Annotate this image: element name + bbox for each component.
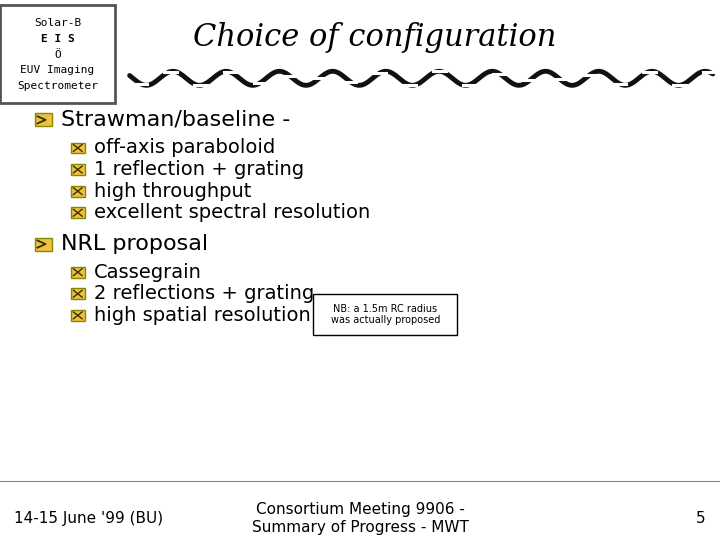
Text: Spectrometer: Spectrometer xyxy=(17,81,98,91)
FancyBboxPatch shape xyxy=(71,288,85,299)
Text: high spatial resolution: high spatial resolution xyxy=(94,306,311,325)
FancyBboxPatch shape xyxy=(71,310,85,321)
Text: NB: a 1.5m RC radius
was actually proposed: NB: a 1.5m RC radius was actually propos… xyxy=(330,303,440,325)
Text: Solar-B: Solar-B xyxy=(34,18,81,29)
FancyBboxPatch shape xyxy=(71,143,85,153)
FancyBboxPatch shape xyxy=(71,267,85,278)
Text: excellent spectral resolution: excellent spectral resolution xyxy=(94,203,371,222)
Text: Strawman/baseline -: Strawman/baseline - xyxy=(61,110,291,130)
FancyBboxPatch shape xyxy=(313,294,457,335)
Text: 14-15 June '99 (BU): 14-15 June '99 (BU) xyxy=(14,511,163,526)
FancyBboxPatch shape xyxy=(71,164,85,175)
Text: high throughput: high throughput xyxy=(94,181,252,201)
FancyBboxPatch shape xyxy=(35,238,52,251)
Text: Choice of configuration: Choice of configuration xyxy=(193,22,556,53)
Text: Cassegrain: Cassegrain xyxy=(94,262,202,282)
Text: 1 reflection + grating: 1 reflection + grating xyxy=(94,160,305,179)
Text: Consortium Meeting 9906 -
Summary of Progress - MWT: Consortium Meeting 9906 - Summary of Pro… xyxy=(251,502,469,535)
Text: 5: 5 xyxy=(696,511,706,526)
FancyBboxPatch shape xyxy=(0,5,115,103)
FancyBboxPatch shape xyxy=(71,186,85,197)
Text: NRL proposal: NRL proposal xyxy=(61,234,208,254)
FancyBboxPatch shape xyxy=(71,207,85,218)
Text: EUV Imaging: EUV Imaging xyxy=(20,65,95,76)
Text: Ö: Ö xyxy=(54,50,61,60)
Text: 2 reflections + grating: 2 reflections + grating xyxy=(94,284,315,303)
Text: off-axis paraboloid: off-axis paraboloid xyxy=(94,138,276,158)
FancyBboxPatch shape xyxy=(35,113,52,126)
Text: E I S: E I S xyxy=(41,34,74,44)
